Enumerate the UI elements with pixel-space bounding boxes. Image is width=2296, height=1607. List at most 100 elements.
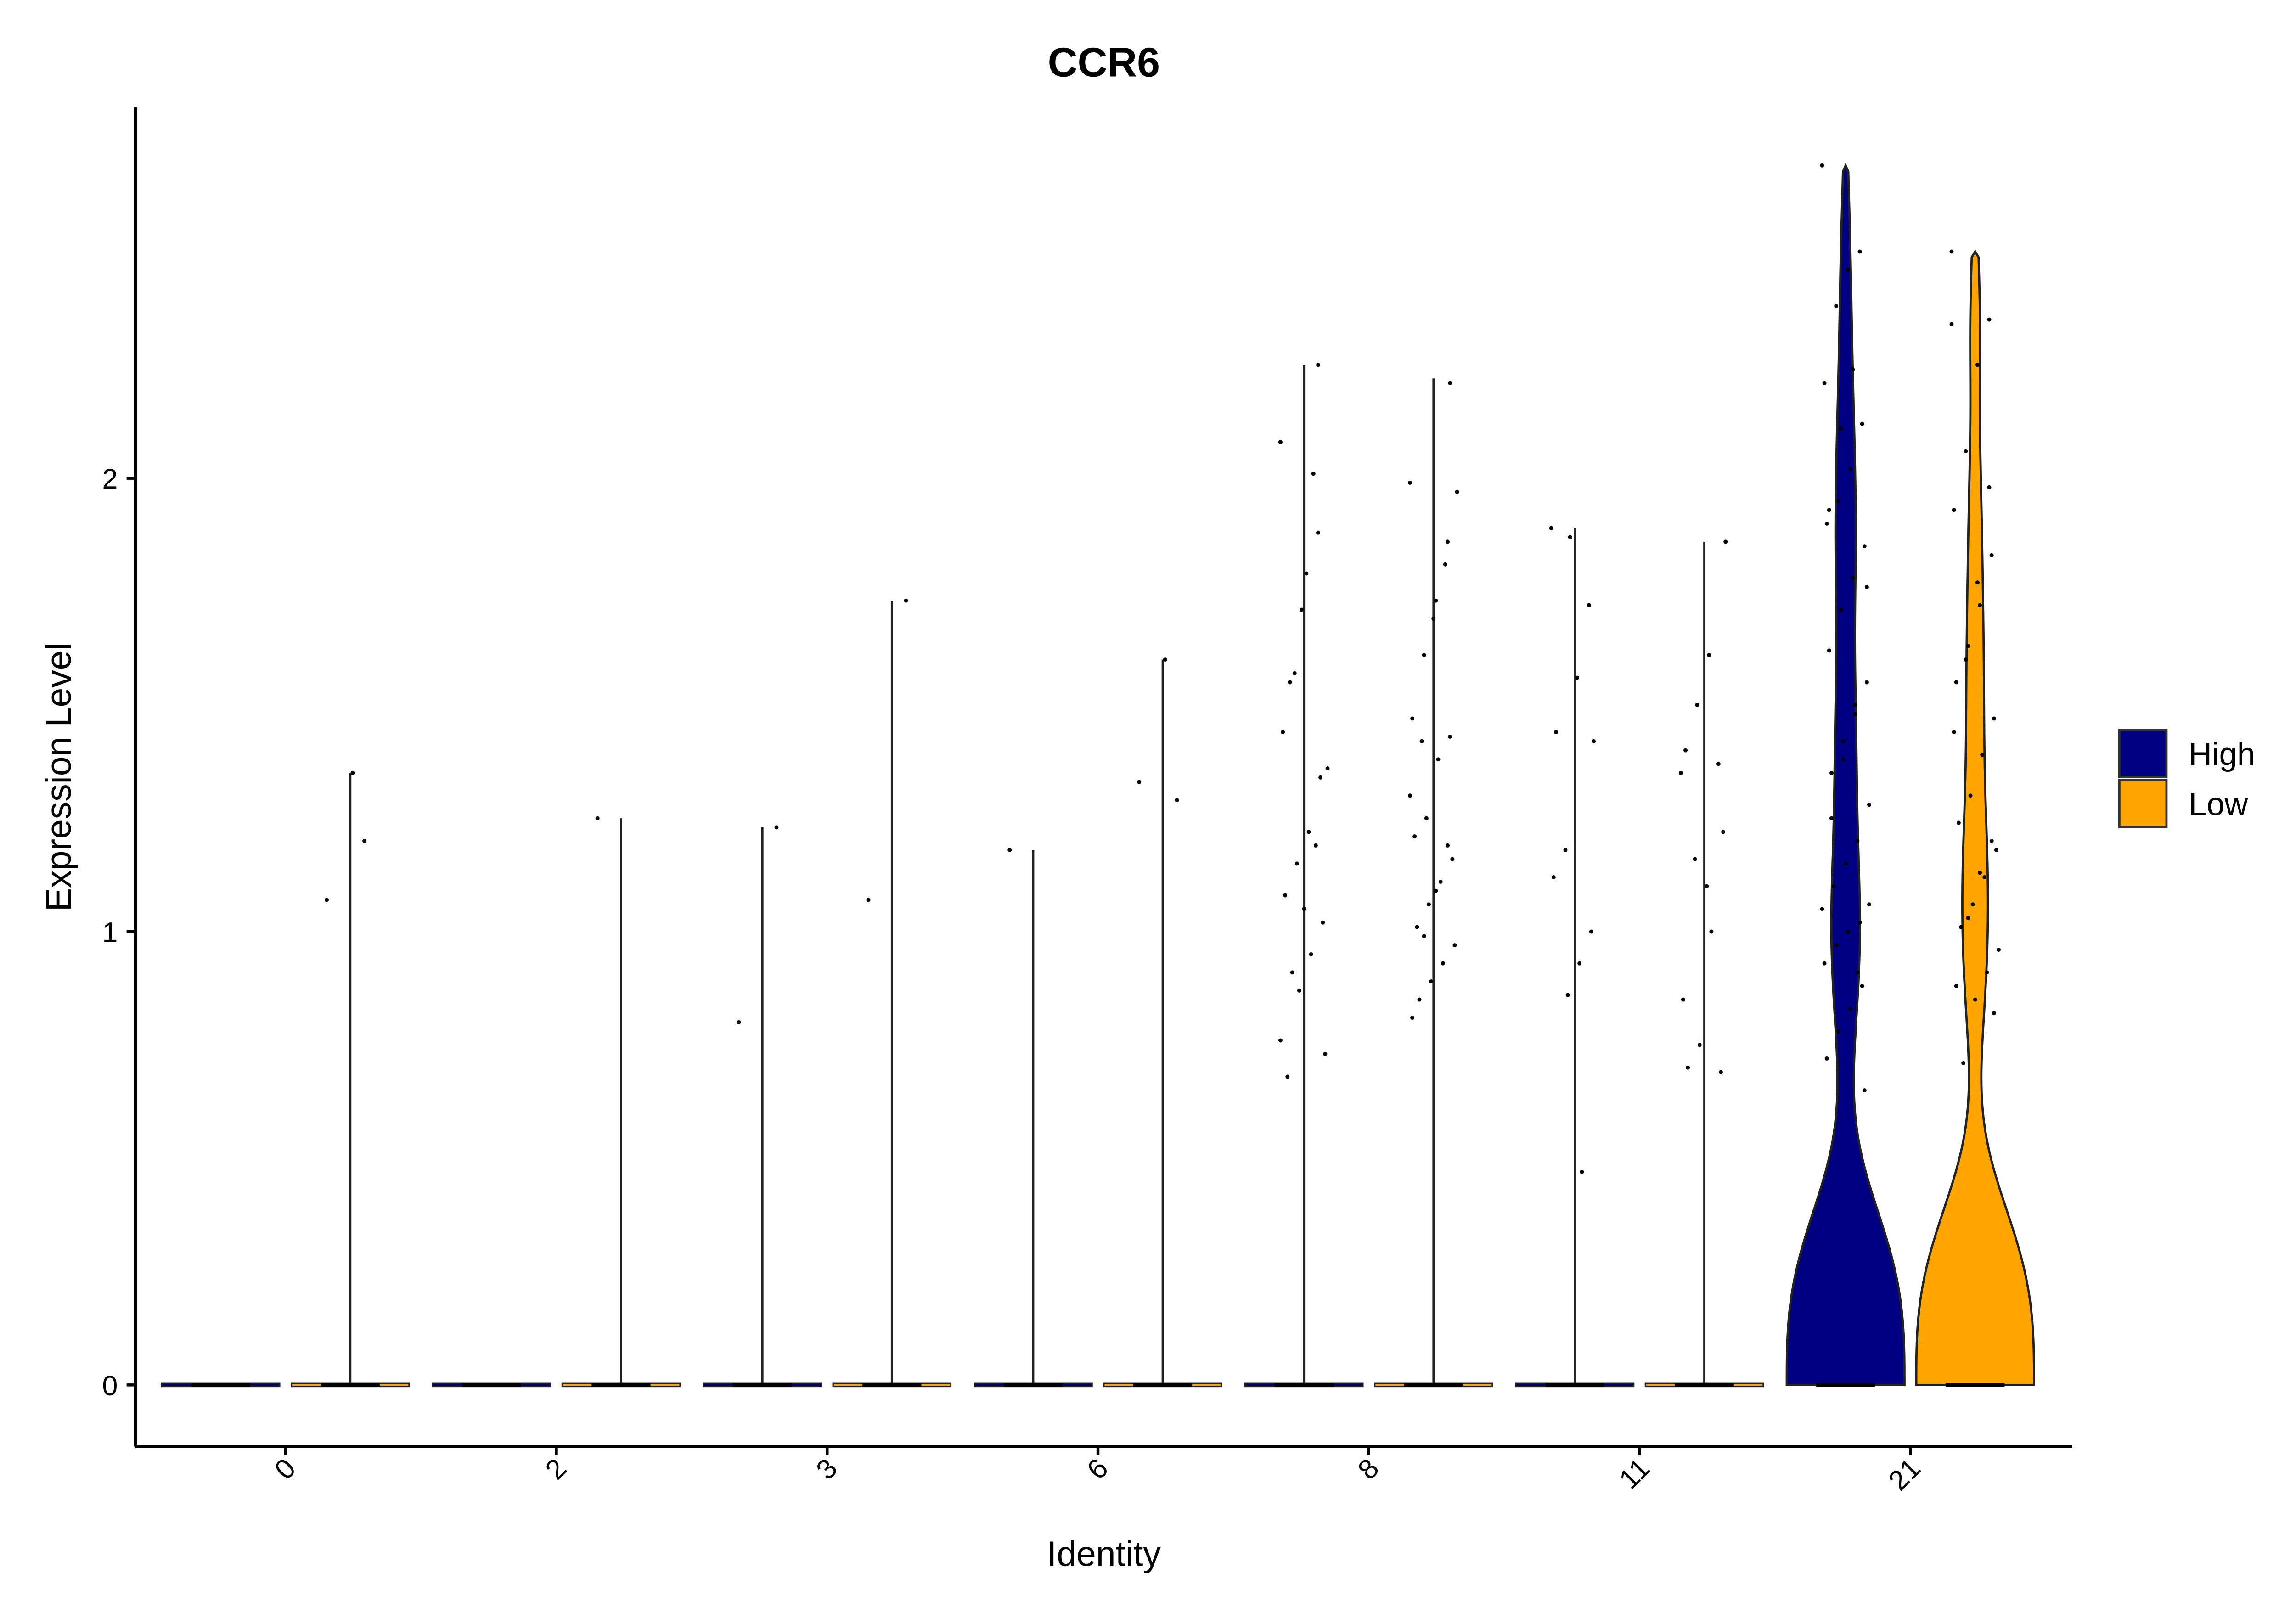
cell-point [595,816,600,820]
cell-point [1300,607,1304,612]
cell-point [1592,739,1596,743]
cell-point [1553,730,1558,735]
cell-point [1718,1070,1723,1074]
cell-point [1410,716,1415,721]
cell-point [1434,598,1438,603]
cell-point [1678,770,1683,775]
cell-point [1824,521,1829,526]
cell-point [1683,748,1688,753]
cell-point [1949,249,1954,254]
cell-point [866,898,871,902]
cell-point [1278,1038,1283,1043]
cell-point [1410,1016,1415,1020]
y-tick-label: 1 [102,916,118,948]
cell-point [1316,530,1320,535]
cell-point [1321,920,1325,925]
cell-point [1968,793,1973,798]
cell-point [1966,916,1970,920]
cell-point [1961,1061,1966,1065]
cell-point [1987,317,1992,322]
cell-point [1824,1056,1829,1061]
cell-point [1417,997,1422,1002]
cell-point [1839,426,1843,431]
cell-point [1285,1074,1290,1079]
x-axis-label: Identity [1047,1534,1161,1573]
cell-point [1278,440,1283,444]
cell-point [1994,848,1998,852]
cell-point [1855,970,1860,975]
cell-point [1288,680,1292,685]
cell-point [1980,753,1985,757]
cell-point [1681,997,1685,1002]
cell-point [1853,702,1857,707]
cell-point [1281,730,1285,735]
legend-label: High [2189,736,2255,772]
legend-swatch [2118,729,2168,778]
cell-point [1829,770,1834,775]
cell-point [1589,929,1593,934]
cell-point [1841,757,1846,762]
cell-point [1290,970,1294,975]
cell-point [1964,657,1968,662]
cell-point [1455,489,1459,494]
cell-point [1822,381,1827,385]
cell-point [1843,861,1848,866]
cell-point [1568,535,1572,539]
cell-point [1323,1052,1328,1056]
cell-point [1580,1169,1584,1174]
cell-point [1956,820,1961,825]
cell-point [1429,979,1434,984]
cell-point [1982,875,1987,880]
cell-point [1565,993,1570,997]
cell-point [1316,363,1320,367]
cell-point [1978,603,1982,607]
cell-point [1721,830,1726,834]
cell-point [1975,363,1980,367]
cell-point [1452,943,1457,948]
cell-point [1975,580,1980,585]
chart-title: CCR6 [1048,40,1160,86]
cell-point [774,825,779,830]
cell-point [1862,1088,1867,1093]
cell-point [1959,925,1963,929]
cell-point [350,770,355,775]
cell-point [1551,875,1556,880]
cell-point [1827,508,1831,512]
cell-point [1846,267,1850,272]
cell-point [1137,780,1142,784]
cell-point [1705,884,1709,888]
cell-point [1443,562,1447,567]
cell-point [1304,571,1309,576]
cell-point [1834,943,1839,948]
cell-point [1408,481,1412,485]
cell-point [1954,983,1958,988]
cell-point [1989,839,1994,843]
cell-point [1970,902,1975,907]
cell-point [1431,617,1436,621]
cell-point [1415,925,1419,929]
cell-point [1848,1006,1852,1011]
cell-point [1855,839,1860,843]
cell-point [1723,539,1728,544]
cell-point [1422,934,1426,938]
cell-point [1709,929,1714,934]
cell-point [1820,163,1824,168]
cell-point [1436,757,1441,762]
cell-point [1867,803,1871,807]
cell-point [1686,1065,1690,1070]
cell-point [1978,871,1982,875]
cell-point [1412,834,1417,839]
cell-point [1318,775,1323,780]
cell-point [1587,603,1591,607]
cell-point [1697,1043,1702,1047]
cell-point [1577,961,1582,966]
cell-point [1283,893,1288,898]
cell-point [1695,702,1699,707]
legend-swatch [2118,779,2168,828]
cell-point [1424,816,1429,820]
cell-point [1820,907,1824,911]
cell-point [1966,644,1970,648]
cell-point [1992,716,1996,721]
